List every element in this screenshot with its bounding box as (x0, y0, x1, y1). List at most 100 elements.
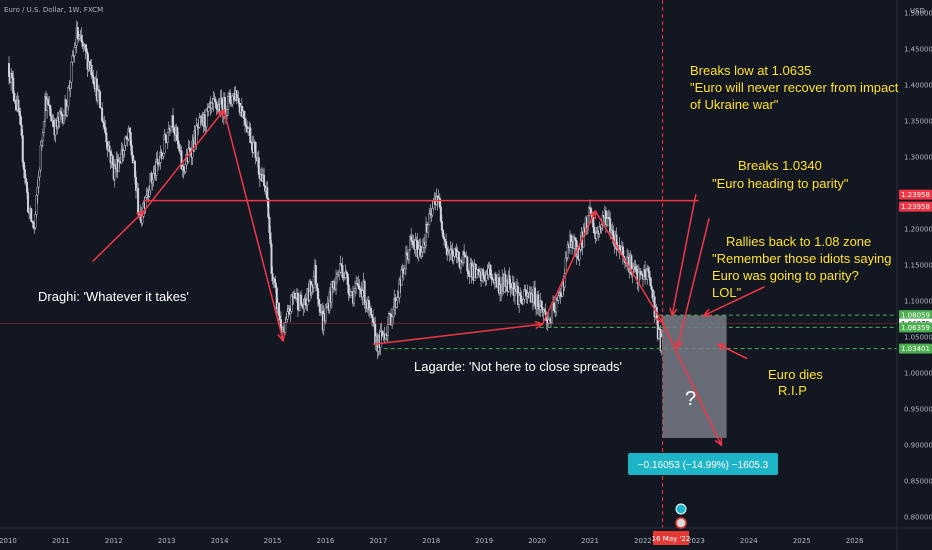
candle-body (111, 155, 114, 165)
x-tick-label: 2020 (528, 537, 546, 545)
candle-body (635, 269, 638, 274)
candle-body (544, 311, 547, 315)
candle-body (578, 249, 581, 260)
candle-body (405, 252, 408, 256)
candle-body (379, 331, 382, 348)
candle-body (50, 115, 53, 122)
annotation-breaks-low-2: "Euro will never recover from impact (690, 80, 899, 95)
candle-body (534, 287, 537, 305)
price-tag-label: 1.23958 (901, 191, 930, 199)
candle-body (410, 236, 413, 241)
currency-label: USD (910, 7, 925, 15)
x-tick-label: 2012 (105, 537, 123, 545)
annotation-rallies-4: LOL" (712, 285, 742, 300)
annotation-rallies-3: Euro was going to parity? (712, 268, 859, 283)
trend-arrowhead-10 (716, 343, 727, 352)
y-tick-label: 1.20000 (904, 226, 932, 234)
candle-body (457, 251, 460, 261)
candle-body (130, 145, 133, 156)
price-tag-label: 1.06359 (901, 324, 930, 332)
candle-body (180, 150, 183, 170)
y-tick-label: 0.85000 (904, 478, 932, 486)
candle-body (634, 266, 637, 270)
candle-body (205, 108, 208, 128)
flag-marker-icon[interactable] (675, 517, 687, 529)
candle-body (431, 207, 434, 216)
candle-body (162, 152, 165, 157)
candle-body (71, 55, 74, 63)
candle-body (401, 268, 404, 271)
trend-arrow-10 (717, 343, 748, 360)
candle-body (67, 87, 70, 107)
candle-body (195, 125, 198, 145)
candle-body (438, 197, 441, 208)
candle-body (312, 276, 315, 288)
candle-body (177, 140, 180, 145)
event-marker-icon[interactable] (675, 503, 687, 515)
candle-body (649, 277, 652, 287)
candle-body (341, 265, 344, 278)
candle-body (163, 134, 166, 154)
y-tick-label: 0.95000 (904, 406, 932, 414)
candle-body (412, 241, 415, 245)
annotation-rallies-2: "Remember those idiots saying (712, 251, 891, 266)
time-axis-bg (0, 528, 932, 550)
candle-body (317, 298, 320, 305)
candle-body (237, 97, 240, 104)
x-tick-label: 2016 (317, 537, 335, 545)
x-tick-label: 2021 (581, 537, 599, 545)
candle-body (593, 227, 596, 233)
candle-body (550, 304, 553, 323)
candle-body (489, 265, 492, 278)
candle-body (346, 273, 349, 285)
candle-body (263, 174, 266, 186)
trend-arrow-0 (92, 210, 145, 263)
y-tick-label: 1.45000 (904, 45, 932, 53)
candle-body (247, 128, 250, 133)
candle-body (92, 77, 95, 85)
y-tick-label: 1.40000 (904, 81, 932, 89)
candle-body (286, 311, 289, 320)
candle-body (12, 77, 15, 94)
trend-arrow-6 (661, 322, 722, 446)
candle-body (373, 321, 376, 325)
trend-arrowhead-6 (714, 437, 723, 447)
candle-body (432, 201, 435, 209)
annotation-breaks-low-3: of Ukraine war" (690, 97, 779, 112)
candle-body (494, 274, 497, 281)
candle-body (39, 145, 42, 171)
candle-body (21, 135, 24, 163)
candle-body (117, 161, 120, 173)
candle-body (316, 287, 319, 300)
candle-body (650, 285, 653, 290)
candle-body (41, 132, 44, 142)
candle-body (519, 292, 522, 297)
candle-body (215, 101, 218, 109)
candle-body (395, 300, 398, 308)
candle-body (23, 169, 26, 179)
candle-body (38, 169, 41, 178)
candle-body (396, 297, 399, 301)
candle-body (600, 224, 603, 229)
candle-body (547, 319, 550, 324)
projection-box (662, 315, 727, 438)
candle-body (84, 44, 87, 52)
candle-body (34, 214, 37, 228)
candle-body (63, 115, 66, 124)
y-tick-label: 1.00000 (904, 370, 932, 378)
candle-body (188, 147, 191, 150)
candle-body (70, 61, 73, 83)
candle-body (125, 136, 128, 139)
candle-body (284, 322, 287, 333)
candle-body (408, 249, 411, 260)
annotation-euro-dies-1: Euro dies (768, 367, 823, 382)
candle-body (182, 166, 185, 171)
candle-body (335, 276, 338, 290)
candle-body (268, 216, 271, 233)
candle-body (103, 122, 106, 128)
candle-body (439, 206, 442, 222)
candle-body (414, 239, 417, 250)
candle-body (605, 218, 608, 225)
candle-body (450, 248, 453, 251)
candle-body (304, 298, 307, 306)
